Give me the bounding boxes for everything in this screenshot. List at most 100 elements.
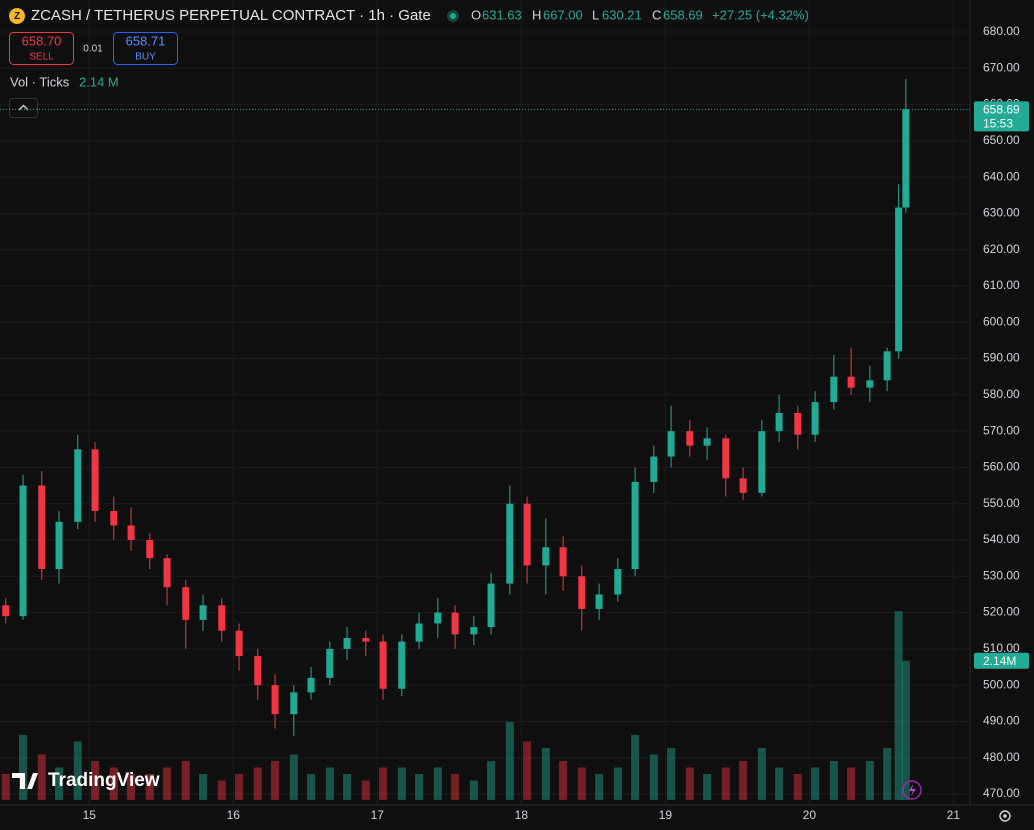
volume-bar	[145, 773, 154, 800]
candle-body	[434, 612, 442, 624]
volume-bar	[901, 660, 910, 800]
ohlc-h-label: H	[532, 7, 541, 22]
y-tick-label: 530.00	[983, 568, 1020, 582]
candle-body	[254, 656, 262, 686]
candle-body	[182, 587, 190, 620]
volume-bar	[325, 767, 334, 800]
volume-tag-label: 2.14M	[983, 654, 1016, 668]
candle-body	[199, 605, 207, 620]
volume-bar	[271, 760, 280, 800]
volume-bar	[595, 773, 604, 800]
x-tick-label: 16	[227, 808, 241, 822]
candle-body	[74, 449, 82, 522]
volume-bar	[865, 760, 874, 800]
y-tick-label: 650.00	[983, 133, 1020, 147]
settings-icon[interactable]	[999, 810, 1011, 822]
candle-body	[775, 413, 783, 432]
candle-body	[163, 558, 171, 588]
settings-icon-center[interactable]	[1003, 814, 1007, 818]
volume-bar	[109, 767, 118, 800]
volume-bar	[739, 760, 748, 800]
candle-body	[343, 637, 351, 649]
spread: 0.01	[83, 44, 103, 55]
candle-body	[19, 485, 27, 617]
y-tick-label: 580.00	[983, 387, 1020, 401]
y-tick-label: 520.00	[983, 605, 1020, 619]
x-tick-label: 15	[83, 808, 97, 822]
candle-body	[811, 402, 819, 435]
y-tick-label: 550.00	[983, 496, 1020, 510]
buy-price[interactable]: 658.71	[126, 33, 166, 48]
candle-body	[362, 637, 370, 642]
volume-bar	[433, 767, 442, 800]
candle-body	[146, 540, 154, 559]
volume-bar	[73, 741, 82, 800]
volume-bar	[775, 767, 784, 800]
y-tick-label: 560.00	[983, 460, 1020, 474]
y-tick-label: 630.00	[983, 206, 1020, 220]
y-tick-label: 510.00	[983, 641, 1020, 655]
candle-body	[506, 503, 514, 584]
candle-body	[38, 485, 46, 570]
volume-bar	[703, 773, 712, 800]
candle-body	[235, 630, 243, 657]
candle-body	[379, 641, 387, 689]
candle-body	[290, 692, 298, 715]
sell-price[interactable]: 658.70	[22, 33, 62, 48]
volume-bar	[379, 767, 388, 800]
buy-button[interactable]	[113, 32, 178, 65]
x-tick-label: 18	[515, 808, 529, 822]
alert-icon[interactable]	[902, 780, 922, 800]
candle-body	[902, 109, 910, 208]
volume-bar	[793, 773, 802, 800]
volume-bar	[523, 741, 532, 800]
volume-bar	[127, 773, 136, 800]
volume-bar	[505, 721, 514, 800]
volume-legend-name: Vol · Ticks	[10, 74, 70, 89]
sell-label[interactable]: SELL	[29, 52, 54, 63]
volume-bar	[559, 760, 568, 800]
candle-body	[271, 685, 279, 715]
candle-body	[758, 431, 766, 493]
volume-bar	[181, 760, 190, 800]
ohlc-close: 658.69	[663, 7, 703, 22]
price-tag	[974, 101, 1029, 132]
volume-bar	[199, 773, 208, 800]
ohlc-low: 630.21	[602, 7, 642, 22]
volume-bar	[469, 780, 478, 800]
alert-glyph[interactable]	[909, 784, 916, 796]
y-tick-label: 600.00	[983, 314, 1020, 328]
y-tick-label: 610.00	[983, 278, 1020, 292]
candle-body	[55, 521, 63, 570]
chart-title: ZCASH / TETHERUS PERPETUAL CONTRACT · 1h…	[31, 7, 431, 24]
buy-label[interactable]: BUY	[135, 52, 156, 63]
volume-bar	[613, 767, 622, 800]
candle-body	[883, 351, 891, 381]
volume-bar	[685, 767, 694, 800]
grid	[0, 0, 970, 805]
volume-layer	[1, 611, 910, 800]
brand-logo	[12, 773, 38, 789]
coin-icon-glyph: Z	[14, 11, 20, 22]
y-tick-label: 590.00	[983, 351, 1020, 365]
candle-body	[631, 481, 639, 570]
candle-body	[650, 456, 658, 482]
volume-bar	[361, 780, 370, 800]
volume-bar	[415, 773, 424, 800]
sell-button[interactable]	[9, 32, 74, 65]
candle-body	[895, 207, 903, 352]
ohlc-l-label: L	[592, 7, 599, 22]
candle-body	[614, 569, 622, 595]
volume-bar	[1, 773, 10, 800]
volume-bar	[451, 773, 460, 800]
y-tick-label: 640.00	[983, 169, 1020, 183]
candle-body	[487, 583, 495, 628]
collapse-button[interactable]	[9, 98, 38, 118]
candle-body	[794, 413, 802, 435]
candle-body	[542, 547, 550, 566]
collapse-icon[interactable]	[18, 104, 29, 111]
volume-bar	[487, 760, 496, 800]
